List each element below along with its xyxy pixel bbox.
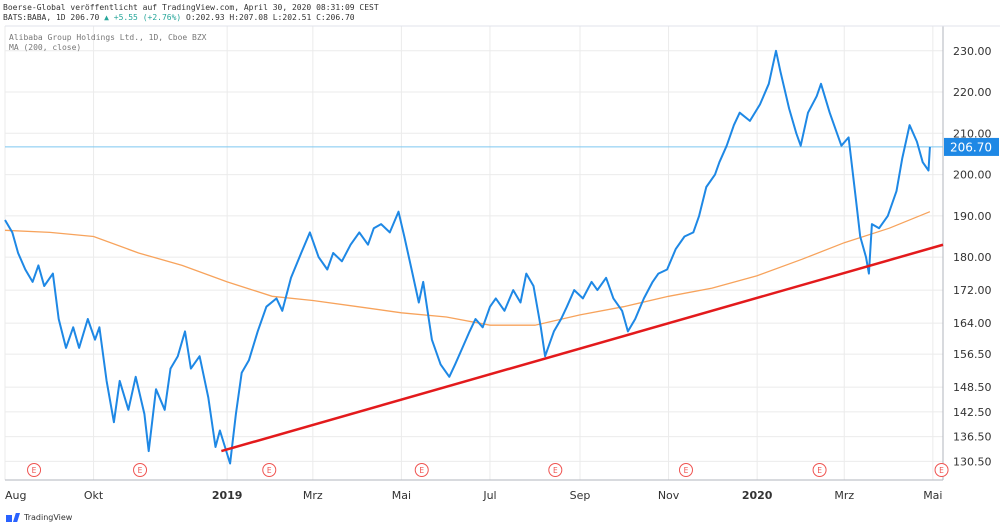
earnings-marker-label: E (267, 466, 272, 475)
axes (5, 25, 1000, 481)
y-tick-label: 142.50 (953, 406, 992, 419)
y-tick-label: 180.00 (953, 251, 992, 264)
quote-prefix: BATS:BABA, 1D 206.70 (3, 13, 100, 22)
last-price-badge-label: 206.70 (950, 140, 992, 154)
y-tick-label: 136.50 (953, 431, 992, 444)
earnings-marker-circle (133, 463, 148, 477)
price-line (4, 49, 931, 465)
y-tick-label: 164.00 (953, 317, 992, 330)
price-axis[interactable]: 230.00 220.00 210.00 200.00 190.00 180.00 172.… (944, 45, 999, 469)
footer-brand-label: TradingView (24, 513, 73, 522)
publication-header: Boerse-Global veröffentlicht auf Trading… (3, 3, 379, 12)
x-tick-label: Mai (392, 489, 411, 502)
x-tick-label: Mrz (834, 489, 854, 502)
x-tick-label: Okt (84, 489, 104, 502)
earnings-marker-circle (414, 463, 429, 477)
x-tick-label: Sep (570, 489, 591, 502)
earnings-marker[interactable]: E (133, 463, 148, 477)
earnings-marker-circle (262, 463, 277, 477)
y-tick-label: 148.50 (953, 381, 992, 394)
footer-branding[interactable]: TradingView (6, 513, 72, 522)
y-tick-label: 210.00 (953, 127, 992, 140)
support-trendline[interactable] (221, 243, 944, 453)
quote-header: BATS:BABA, 1D 206.70 ▲ +5.55 (+2.76%) O:… (3, 13, 355, 23)
earnings-marker-label: E (684, 466, 689, 475)
earnings-marker-label: E (138, 466, 143, 475)
x-tick-label: Mrz (303, 489, 323, 502)
last-price-badge-bg (944, 137, 999, 156)
legend-indicator[interactable]: MA (200, close) (9, 43, 82, 52)
y-tick-label: 130.50 (953, 455, 992, 468)
y-tick-label: 190.00 (953, 210, 992, 223)
x-tick-label: Jul (482, 489, 496, 502)
x-tick-label: 2020 (742, 489, 773, 502)
earnings-marker-label: E (32, 466, 37, 475)
earnings-marker-circle (934, 463, 949, 477)
earnings-marker-label: E (817, 466, 822, 475)
earnings-marker[interactable]: E (262, 463, 277, 477)
earnings-marker[interactable]: E (812, 463, 827, 477)
x-tick-label: Aug (5, 489, 26, 502)
earnings-marker[interactable]: E (678, 463, 693, 477)
y-tick-label: 230.00 (953, 45, 992, 58)
series-layer (4, 49, 944, 465)
x-tick-label: Mai (923, 489, 942, 502)
last-price-badge: 206.70 (944, 137, 999, 156)
time-axis[interactable]: Aug Okt 2019 Mrz Mai Jul Sep Nov 2020 Mrz Mai (5, 489, 942, 502)
tradingview-logo-icon (6, 513, 20, 522)
y-tick-label: 172.00 (953, 284, 992, 297)
quote-change: ▲ +5.55 (+2.76%) (104, 13, 182, 22)
legend-symbol[interactable]: Alibaba Group Holdings Ltd., 1D, Cboe BZ… (9, 33, 207, 42)
x-tick-label: 2019 (212, 489, 243, 502)
y-tick-label: 156.50 (953, 348, 992, 361)
earnings-marker[interactable]: E (414, 463, 429, 477)
earnings-marker-label: E (419, 466, 424, 475)
earnings-marker-circle (27, 463, 42, 477)
earnings-marker-label: E (553, 466, 558, 475)
ma-200-line (4, 211, 931, 326)
quote-ohlc: O:202.93 H:207.08 L:202.51 C:206.70 (186, 13, 355, 22)
y-tick-label: 220.00 (953, 86, 992, 99)
earnings-marker[interactable]: E (934, 463, 949, 477)
earnings-marker-circle (812, 463, 827, 477)
earnings-marker-circle (548, 463, 563, 477)
x-tick-label: Nov (658, 489, 680, 502)
earnings-marker-label: E (939, 466, 944, 475)
y-tick-label: 200.00 (953, 169, 992, 182)
earnings-marker-circle (678, 463, 693, 477)
grid-lines (4, 26, 943, 480)
earnings-marker[interactable]: E (548, 463, 563, 477)
earnings-marker[interactable]: E (27, 463, 42, 477)
